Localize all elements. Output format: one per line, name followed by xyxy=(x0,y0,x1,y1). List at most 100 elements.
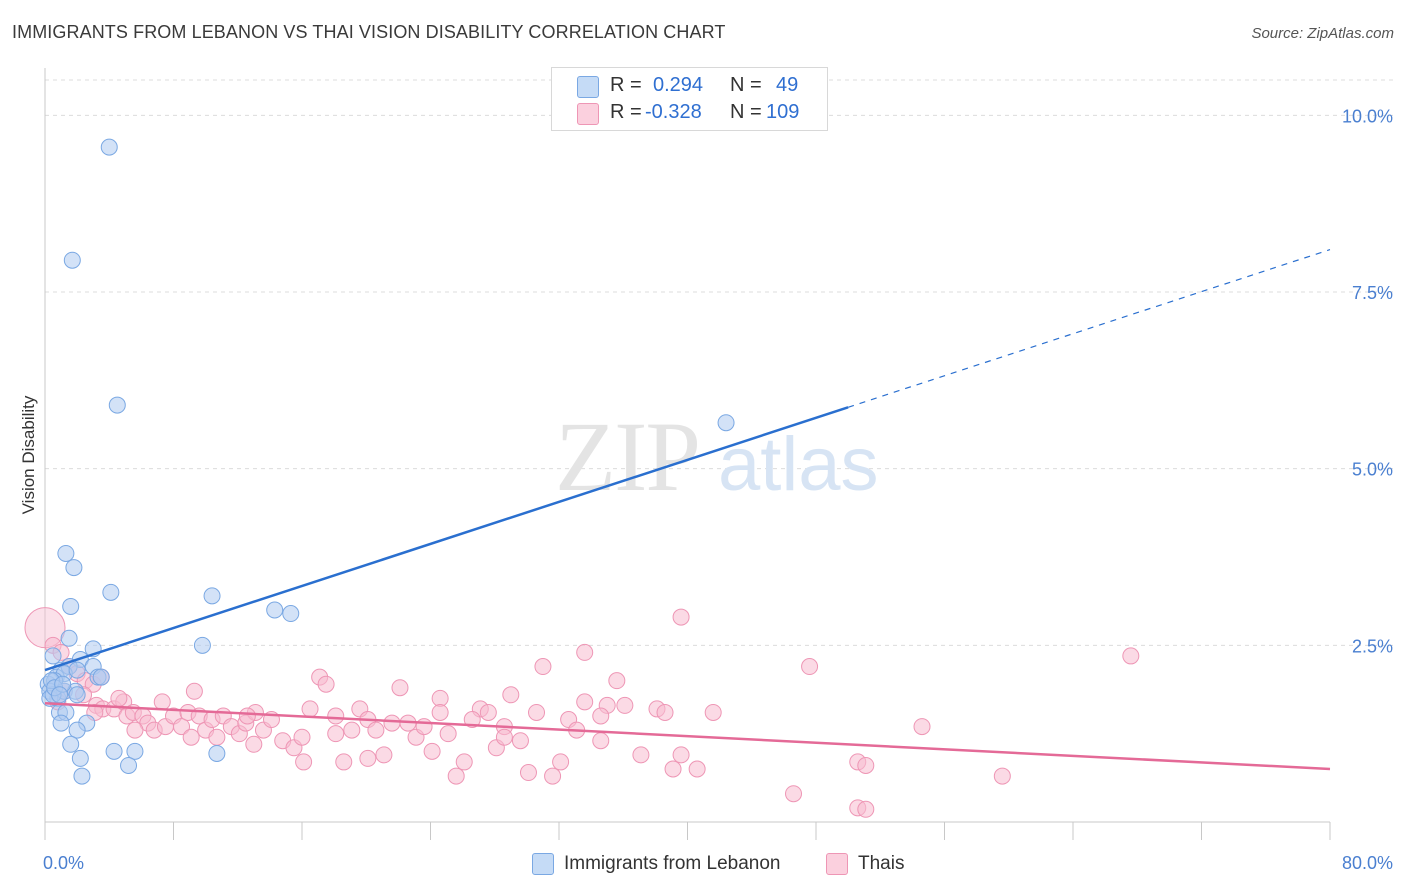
thais-point xyxy=(592,707,610,725)
thais-point xyxy=(431,689,449,707)
thais-point xyxy=(519,764,537,782)
lebanon-point xyxy=(50,686,68,704)
thais-point xyxy=(383,714,401,732)
thais-point xyxy=(576,643,594,661)
lebanon-point xyxy=(105,742,123,760)
lebanon-point xyxy=(71,749,89,767)
lebanon-point xyxy=(126,742,144,760)
lebanon-point xyxy=(108,396,126,414)
thais-point xyxy=(704,703,722,721)
legend-n-label: N = xyxy=(730,74,762,96)
thais-point xyxy=(616,696,634,714)
gridlines xyxy=(45,79,1394,646)
thais-point xyxy=(317,675,335,693)
lebanon-point xyxy=(60,629,78,647)
lebanon-point xyxy=(68,721,86,739)
thais-point xyxy=(857,800,875,818)
thais-point xyxy=(375,746,393,764)
thais-point xyxy=(153,693,171,711)
y-axis-label: Vision Disability xyxy=(19,395,38,514)
legend-n-label: N = xyxy=(730,101,762,123)
legend-r-label: R = xyxy=(610,74,642,96)
thais-point xyxy=(656,703,674,721)
thais-point xyxy=(1122,647,1140,665)
thais-points xyxy=(24,607,1140,818)
watermark-atlas: atlas xyxy=(718,422,879,507)
legend-swatch-blue xyxy=(577,76,599,98)
thais-point xyxy=(173,718,191,736)
thais-point xyxy=(857,756,875,774)
thais-point xyxy=(208,728,226,746)
thais-point xyxy=(423,742,441,760)
thais-point xyxy=(439,725,457,743)
thais-point xyxy=(672,746,690,764)
legend-r-label: R = xyxy=(610,101,642,123)
thais-point xyxy=(479,703,497,721)
lebanon-point xyxy=(68,661,86,679)
lebanon-point xyxy=(193,636,211,654)
lebanon-point xyxy=(120,756,138,774)
thais-point xyxy=(552,753,570,771)
lebanon-point xyxy=(52,714,70,732)
legend-n-value: 49 xyxy=(776,74,799,96)
legend-swatch-pink xyxy=(577,103,599,125)
legend-label-thais: Thais xyxy=(858,853,905,874)
thais-point xyxy=(608,672,626,690)
thais-point xyxy=(592,732,610,750)
thais-point xyxy=(185,682,203,700)
thais-point xyxy=(664,760,682,778)
lebanon-trend-extension xyxy=(847,249,1331,408)
thais-point xyxy=(502,686,520,704)
x-tick-label: 0.0% xyxy=(43,853,84,873)
thais-point xyxy=(327,707,345,725)
thais-point xyxy=(913,718,931,736)
thais-point xyxy=(544,767,562,785)
source-label: Source: ZipAtlas.com xyxy=(1251,25,1394,42)
x-tick-label: 80.0% xyxy=(1342,853,1393,873)
thais-point xyxy=(511,732,529,750)
watermark: ZIP atlas xyxy=(555,401,879,512)
thais-point xyxy=(293,728,311,746)
legend-swatch-blue xyxy=(532,853,554,875)
thais-point xyxy=(182,728,200,746)
lebanon-point xyxy=(282,605,300,623)
thais-point xyxy=(415,718,433,736)
thais-point xyxy=(335,753,353,771)
thais-point xyxy=(785,785,803,803)
lebanon-points xyxy=(39,138,735,785)
lebanon-point xyxy=(266,601,284,619)
lebanon-point xyxy=(92,668,110,686)
lebanon-point xyxy=(65,559,83,577)
chart-title: IMMIGRANTS FROM LEBANON VS THAI VISION D… xyxy=(12,22,726,42)
lebanon-point xyxy=(102,583,120,601)
lebanon-point xyxy=(62,597,80,615)
legend-label-lebanon: Immigrants from Lebanon xyxy=(564,853,781,874)
y-tick-label: 7.5% xyxy=(1352,283,1393,303)
legend-n-value: 109 xyxy=(766,101,800,123)
thais-point xyxy=(295,753,313,771)
thais-point xyxy=(431,703,449,721)
thais-point xyxy=(238,707,256,725)
thais-point xyxy=(301,700,319,718)
trend-lines xyxy=(44,249,1331,771)
correlation-legend: R = 0.294 N = 49 R = -0.328 N = 109 xyxy=(551,67,828,131)
lebanon-point xyxy=(717,414,735,432)
y-tick-label: 5.0% xyxy=(1352,460,1393,480)
legend-row-thais: R = -0.328 N = 109 xyxy=(552,101,827,127)
watermark-zip: ZIP xyxy=(555,401,699,512)
legend-row-lebanon: R = 0.294 N = 49 xyxy=(552,74,827,100)
lebanon-point xyxy=(57,544,75,562)
thais-point xyxy=(528,703,546,721)
thais-point xyxy=(688,760,706,778)
lebanon-trend-line xyxy=(44,406,849,672)
lebanon-point xyxy=(73,767,91,785)
legend-swatch-pink xyxy=(826,853,848,875)
y-tick-label: 10.0% xyxy=(1342,106,1393,126)
legend-r-value: 0.294 xyxy=(653,74,704,96)
lebanon-point xyxy=(100,138,118,156)
thais-point xyxy=(391,679,409,697)
thais-point xyxy=(110,689,128,707)
thais-point xyxy=(534,658,552,676)
thais-point xyxy=(576,693,594,711)
